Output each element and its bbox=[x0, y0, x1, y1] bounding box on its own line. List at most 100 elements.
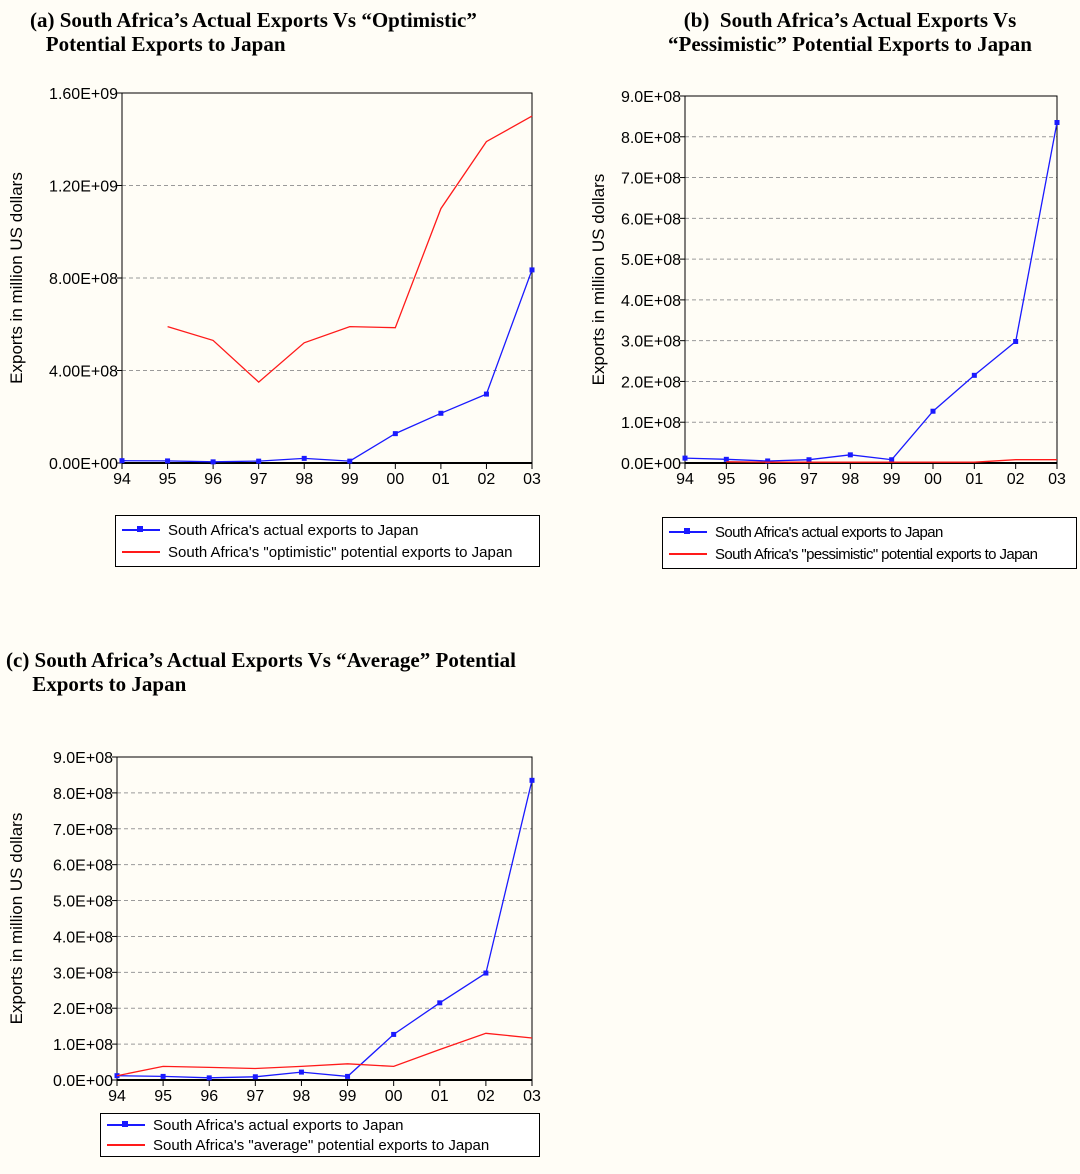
chart-b-y-tick-label: 7.0E+08 bbox=[621, 171, 681, 188]
chart-c-y-tick-label: 0.0E+00 bbox=[53, 1073, 113, 1090]
chart-b-x-tick-label: 00 bbox=[924, 471, 942, 488]
legend-label: South Africa's "optimistic" potential ex… bbox=[168, 543, 513, 561]
chart-c-x-tick-label: 00 bbox=[385, 1088, 403, 1105]
potential-series-swatch bbox=[107, 1139, 145, 1151]
chart-a-actual-point bbox=[165, 458, 171, 464]
chart-a-actual-point bbox=[392, 431, 398, 437]
chart-c-x-tick-label: 01 bbox=[431, 1088, 449, 1105]
chart-a-actual-point bbox=[438, 410, 444, 416]
chart-a-y-tick-label: 0.00E+00 bbox=[49, 456, 118, 473]
chart-b-y-tick-label: 4.0E+08 bbox=[621, 293, 681, 310]
legend-label: South Africa's "average" potential expor… bbox=[153, 1136, 490, 1154]
chart-a-x-tick-label: 99 bbox=[341, 471, 359, 488]
chart-b-y-tick-label: 9.0E+08 bbox=[621, 89, 681, 106]
chart-c-x-tick-label: 97 bbox=[246, 1088, 264, 1105]
chart-b-title: (b) South Africa’s Actual Exports Vs “Pe… bbox=[630, 8, 1070, 56]
chart-b-actual-point bbox=[723, 456, 729, 462]
chart-a-x-tick-label: 97 bbox=[250, 471, 268, 488]
chart-c-legend: South Africa's actual exports to Japan S… bbox=[100, 1113, 540, 1157]
chart-a-actual-point bbox=[529, 267, 535, 273]
chart-b-y-tick-label: 2.0E+08 bbox=[621, 374, 681, 391]
legend-item-potential: South Africa's "average" potential expor… bbox=[107, 1135, 533, 1155]
chart-c-y-tick-label: 8.0E+08 bbox=[53, 786, 113, 803]
chart-b-actual-point bbox=[971, 372, 977, 378]
chart-c-actual-series-line bbox=[116, 780, 533, 1079]
chart-b-actual-series-line bbox=[684, 122, 1058, 462]
legend-item-actual: South Africa's actual exports to Japan bbox=[669, 521, 1070, 543]
chart-c-actual-point bbox=[483, 970, 489, 976]
chart-b-actual-point bbox=[1013, 338, 1019, 344]
chart-a-y-tick-label: 8.00E+08 bbox=[49, 271, 118, 288]
chart-c-actual-point bbox=[345, 1073, 351, 1079]
chart-c-actual-point bbox=[206, 1075, 212, 1081]
chart-b-title-line-1: (b) South Africa’s Actual Exports Vs bbox=[683, 8, 1017, 32]
chart-a-actual-point bbox=[256, 458, 262, 464]
legend-label: South Africa's actual exports to Japan bbox=[153, 1116, 404, 1134]
chart-c-y-tick-label: 7.0E+08 bbox=[53, 822, 113, 839]
chart-a-y-tick-label: 1.60E+09 bbox=[49, 86, 118, 103]
potential-series-swatch bbox=[669, 548, 707, 560]
chart-b-y-axis-label: Exports in million US dollars bbox=[589, 174, 608, 386]
chart-a-x-tick-label: 96 bbox=[204, 471, 222, 488]
actual-series-swatch bbox=[122, 524, 160, 536]
chart-b-actual-point bbox=[1054, 120, 1060, 126]
chart-b-x-tick-label: 95 bbox=[717, 471, 735, 488]
chart-b-y-tick-label: 0.0E+00 bbox=[621, 456, 681, 473]
actual-series-swatch bbox=[107, 1119, 145, 1131]
chart-b-actual-point bbox=[682, 455, 688, 461]
chart-a-x-tick-label: 95 bbox=[159, 471, 177, 488]
chart-b-actual-point bbox=[806, 457, 812, 463]
chart-c-actual-point bbox=[298, 1069, 304, 1075]
chart-a-title: (a) South Africa’s Actual Exports Vs “Op… bbox=[30, 8, 570, 56]
chart-a-title-line-1: (a) South Africa’s Actual Exports Vs “Op… bbox=[30, 8, 477, 32]
chart-b-y-tick-label: 8.0E+08 bbox=[621, 130, 681, 147]
legend-item-potential: South Africa's "optimistic" potential ex… bbox=[122, 541, 533, 563]
chart-c-actual-point bbox=[529, 777, 535, 783]
actual-series-swatch bbox=[669, 526, 707, 538]
legend-label: South Africa's actual exports to Japan bbox=[715, 523, 943, 541]
chart-c-frame bbox=[116, 756, 533, 1081]
chart-a-x-tick-label: 02 bbox=[478, 471, 496, 488]
chart-a-actual-point bbox=[347, 458, 353, 464]
chart-c-x-tick-label: 94 bbox=[108, 1088, 126, 1105]
chart-b-potential-series-line bbox=[726, 459, 1057, 463]
chart-a-x-tick-label: 94 bbox=[113, 471, 131, 488]
chart-b-actual-point bbox=[847, 452, 853, 458]
chart-b-y-tick-label: 3.0E+08 bbox=[621, 334, 681, 351]
chart-c-x-tick-label: 99 bbox=[339, 1088, 357, 1105]
chart-a-actual-series-line bbox=[121, 269, 533, 463]
chart-a-actual-point bbox=[119, 458, 125, 464]
chart-a-title-line-2: Potential Exports to Japan bbox=[30, 32, 286, 56]
chart-b-x-tick-label: 97 bbox=[800, 471, 818, 488]
chart-b-y-tick-label: 6.0E+08 bbox=[621, 211, 681, 228]
chart-c-actual-point bbox=[391, 1031, 397, 1037]
legend-item-actual: South Africa's actual exports to Japan bbox=[122, 519, 533, 541]
chart-a-x-tick-label: 00 bbox=[386, 471, 404, 488]
chart-b-actual-point bbox=[765, 458, 771, 464]
chart-a-y-tick-label: 4.00E+08 bbox=[49, 364, 118, 381]
legend-label: South Africa's "pessimistic" potential e… bbox=[715, 545, 1038, 563]
chart-c-actual-point bbox=[437, 1000, 443, 1006]
chart-c-potential-series-line bbox=[116, 1032, 533, 1077]
chart-a-x-tick-label: 98 bbox=[295, 471, 313, 488]
chart-c-x-tick-label: 95 bbox=[154, 1088, 172, 1105]
chart-a-actual-point bbox=[301, 455, 307, 461]
chart-c-x-tick-label: 98 bbox=[293, 1088, 311, 1105]
chart-a-x-tick-label: 03 bbox=[523, 471, 541, 488]
chart-c-title-line-2: Exports to Japan bbox=[6, 672, 187, 696]
chart-b-x-tick-label: 96 bbox=[759, 471, 777, 488]
chart-c-x-tick-label: 02 bbox=[477, 1088, 495, 1105]
legend-label: South Africa's actual exports to Japan bbox=[168, 521, 419, 539]
chart-a-y-axis-label: Exports in million US dollars bbox=[7, 172, 26, 384]
chart-b-y-tick-label: 5.0E+08 bbox=[621, 252, 681, 269]
chart-b-x-tick-label: 01 bbox=[965, 471, 983, 488]
chart-c-title-line-1: (c) South Africa’s Actual Exports Vs “Av… bbox=[6, 648, 516, 672]
chart-b-title-line-2: “Pessimistic” Potential Exports to Japan bbox=[668, 32, 1032, 56]
legend-item-actual: South Africa's actual exports to Japan bbox=[107, 1115, 533, 1135]
chart-c-y-tick-label: 3.0E+08 bbox=[53, 965, 113, 982]
chart-c-title: (c) South Africa’s Actual Exports Vs “Av… bbox=[6, 648, 646, 696]
chart-a-legend: South Africa's actual exports to Japan S… bbox=[115, 515, 540, 567]
